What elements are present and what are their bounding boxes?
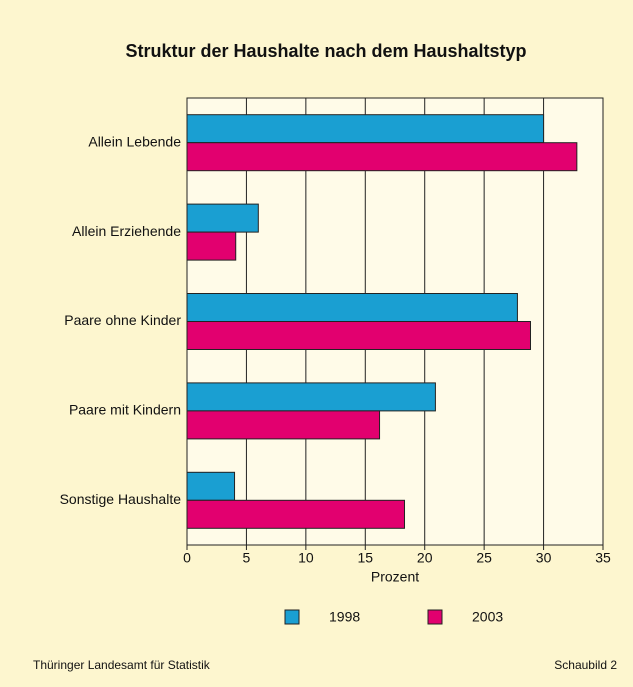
y-tick-label: Paare mit Kindern: [69, 402, 181, 418]
bar: [186, 382, 436, 412]
x-tick-label: 25: [476, 549, 492, 565]
x-tick-label: 0: [183, 549, 191, 565]
x-tick-label: 10: [298, 549, 314, 565]
legend-swatch: [427, 609, 443, 625]
legend-label: 1998: [329, 609, 360, 625]
bar: [186, 321, 531, 350]
bar: [186, 114, 545, 144]
x-tick-label: 20: [417, 549, 433, 565]
x-tick-label: 5: [243, 549, 251, 565]
figure-label: Schaubild 2: [554, 658, 617, 672]
bar: [186, 471, 236, 501]
x-tick-label: 35: [595, 549, 611, 565]
bar: [186, 499, 406, 529]
legend-swatch: [284, 609, 300, 625]
legend-label: 2003: [472, 609, 503, 625]
y-tick-label: Paare ohne Kinder: [64, 312, 181, 328]
x-axis-label: Prozent: [371, 569, 419, 585]
chart-title: Struktur der Haushalte nach dem Haushalt…: [125, 41, 526, 61]
x-tick-label: 15: [357, 549, 373, 565]
y-tick-label: Sonstige Haushalte: [60, 491, 182, 507]
x-tick-label: 30: [536, 549, 552, 565]
bar: [186, 293, 518, 322]
bar: [186, 410, 381, 440]
source: Thüringer Landesamt für Statistik: [33, 658, 211, 672]
y-tick-label: Allein Lebende: [88, 133, 181, 149]
bar: [186, 203, 259, 233]
y-tick-label: Allein Erziehende: [72, 223, 181, 239]
bar: [186, 142, 578, 172]
bar: [186, 231, 237, 261]
